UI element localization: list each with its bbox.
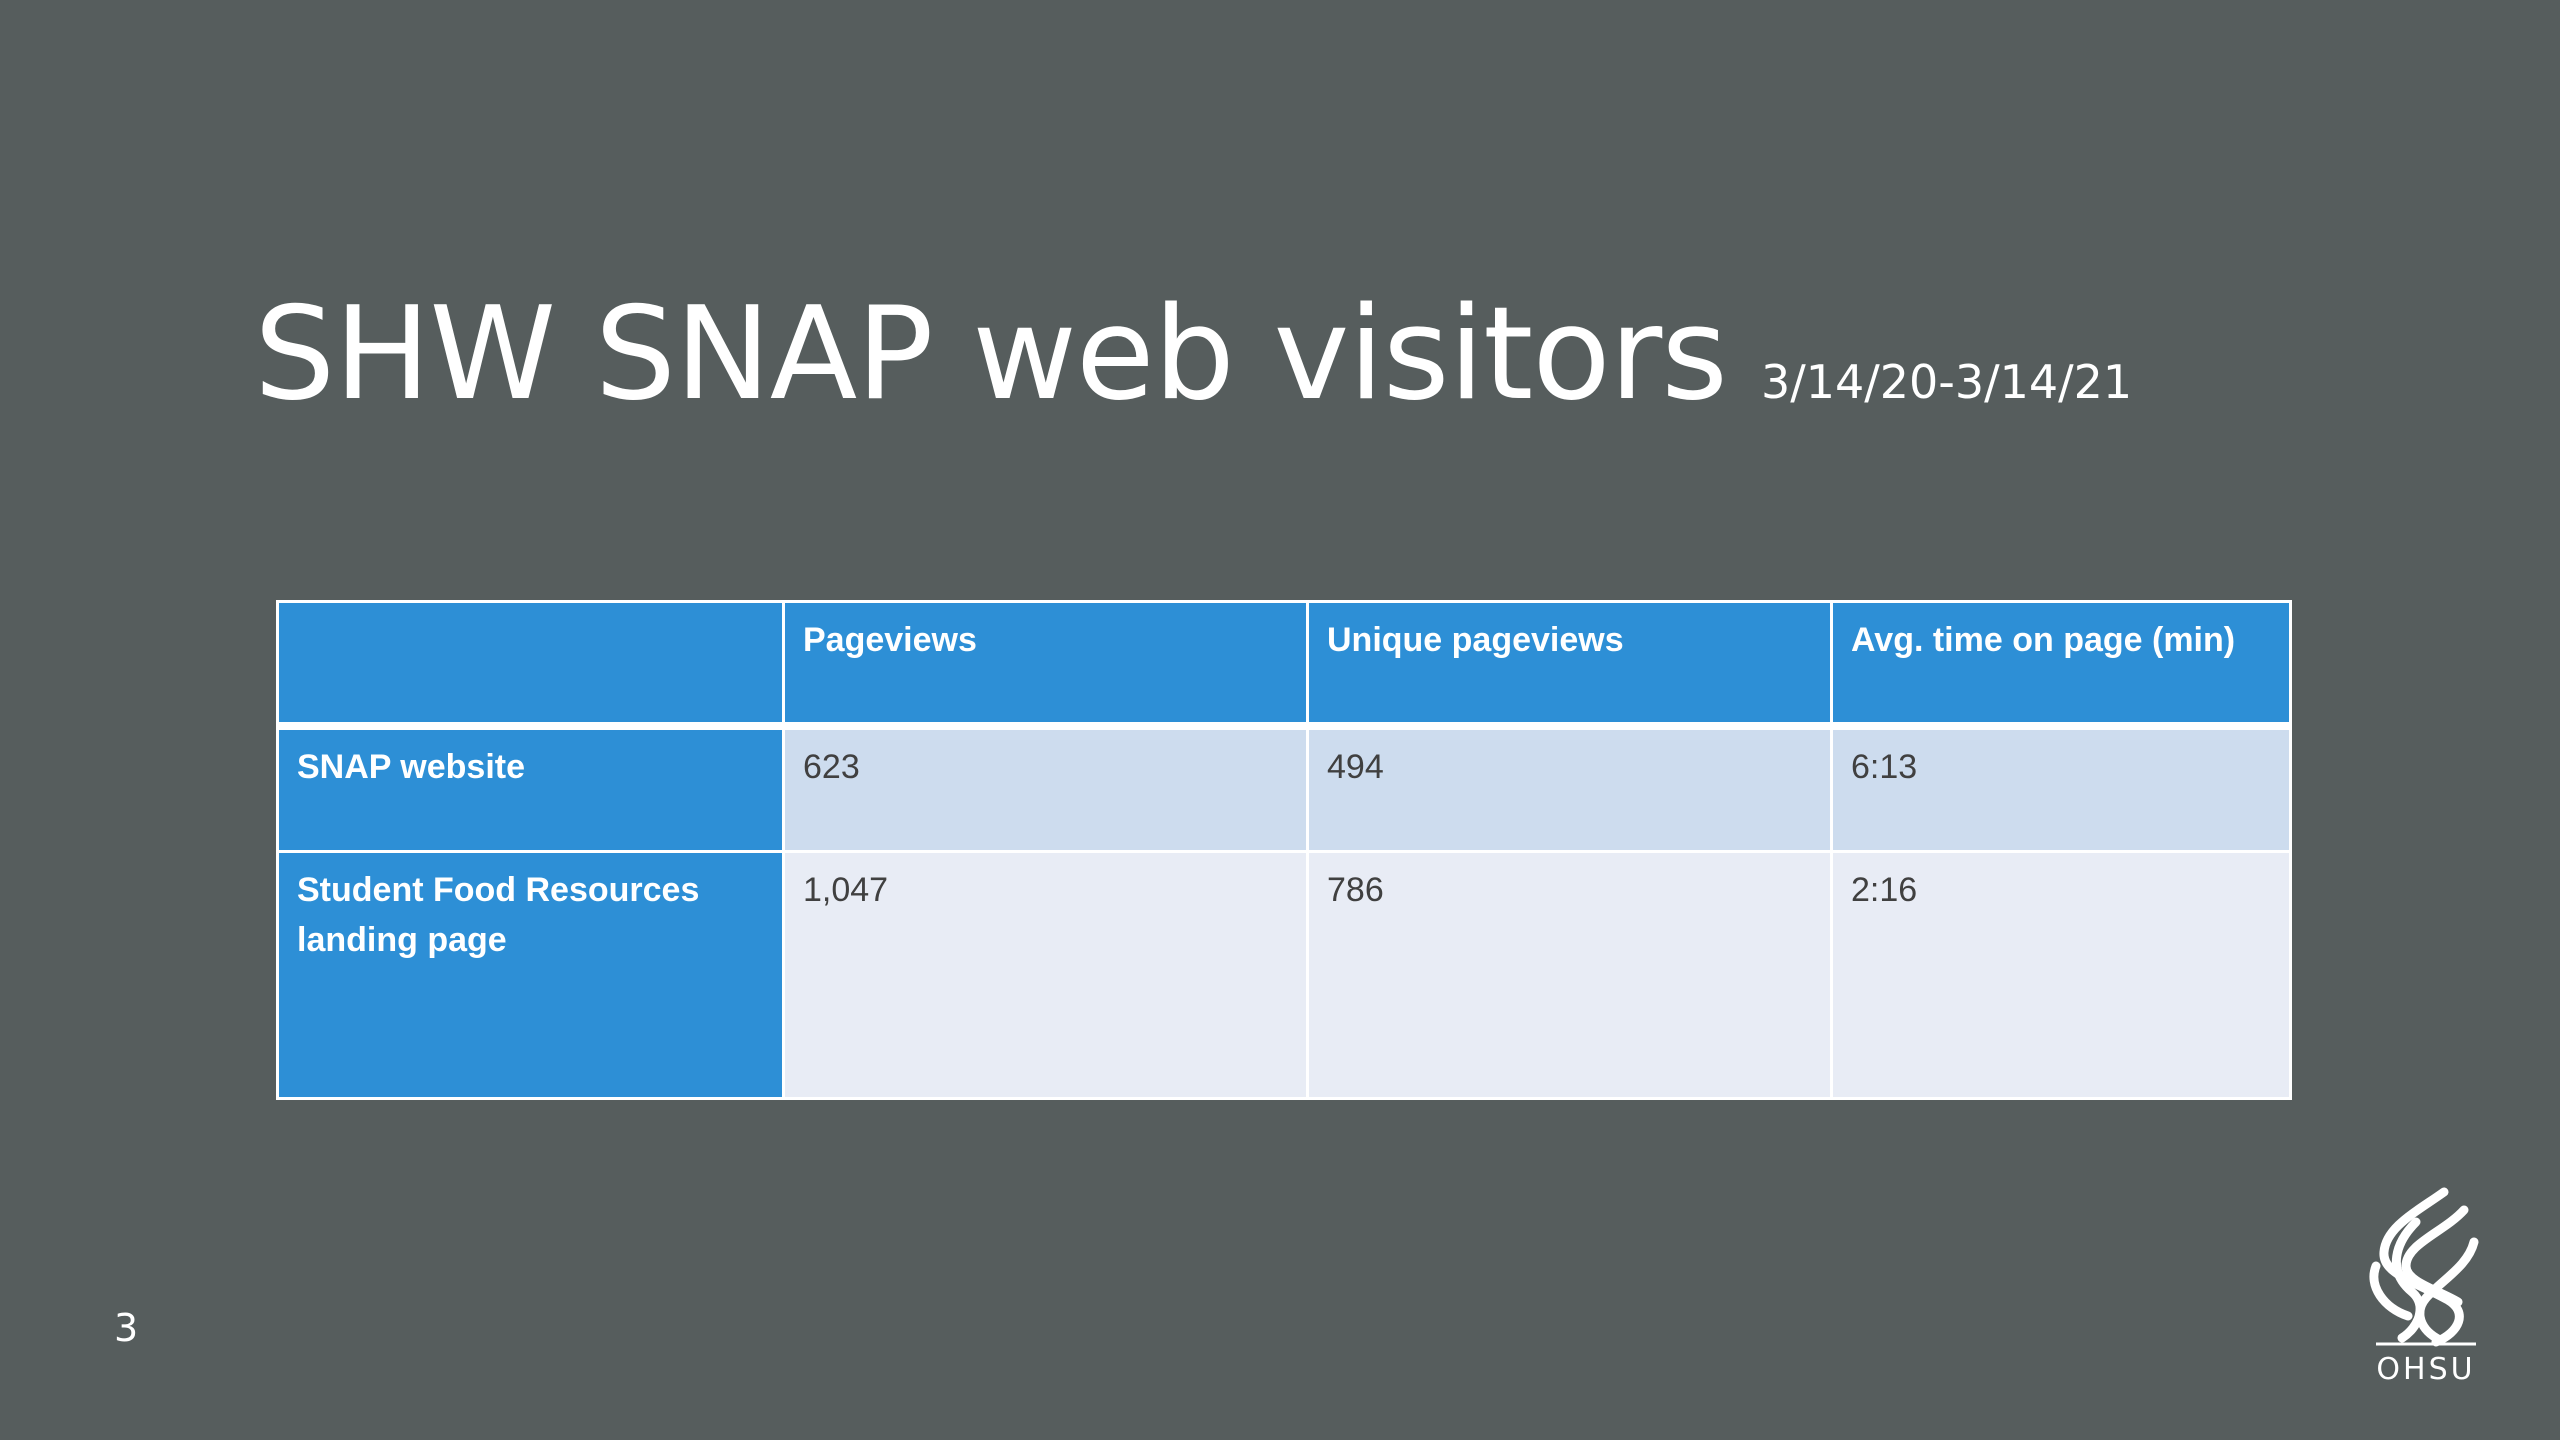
slide-date-range: 3/14/20-3/14/21 [1760, 355, 2133, 409]
table-row: SNAP website 623 494 6:13 [276, 724, 2292, 853]
header-cell-empty [276, 600, 785, 730]
cell-unique-pageviews: 786 [1306, 850, 1833, 1100]
header-cell-pageviews: Pageviews [782, 600, 1309, 730]
slide-title-row: SHW SNAP web visitors 3/14/20-3/14/21 [254, 270, 2132, 440]
cell-unique-pageviews: 494 [1306, 724, 1833, 853]
table-header-row: Pageviews Unique pageviews Avg. time on … [276, 600, 2292, 730]
row-label-snap-website: SNAP website [276, 724, 785, 853]
row-label-student-food-resources: Student Food Resources landing page [276, 850, 785, 1100]
header-cell-unique-pageviews: Unique pageviews [1306, 600, 1833, 730]
page-number: 3 [114, 1306, 139, 1350]
cell-avg-time: 6:13 [1830, 724, 2292, 853]
table-row: Student Food Resources landing page 1,04… [276, 850, 2292, 1100]
ohsu-flame-logo-icon [2369, 1187, 2479, 1347]
cell-avg-time: 2:16 [1830, 850, 2292, 1100]
cell-pageviews: 1,047 [782, 850, 1309, 1100]
logo-text: OHSU [2376, 1352, 2476, 1387]
ohsu-logo: OHSU [2356, 1182, 2496, 1392]
web-visitors-table: Pageviews Unique pageviews Avg. time on … [276, 600, 2292, 1100]
header-cell-avg-time: Avg. time on page (min) [1830, 600, 2292, 730]
slide-title: SHW SNAP web visitors [254, 280, 1728, 429]
cell-pageviews: 623 [782, 724, 1309, 853]
